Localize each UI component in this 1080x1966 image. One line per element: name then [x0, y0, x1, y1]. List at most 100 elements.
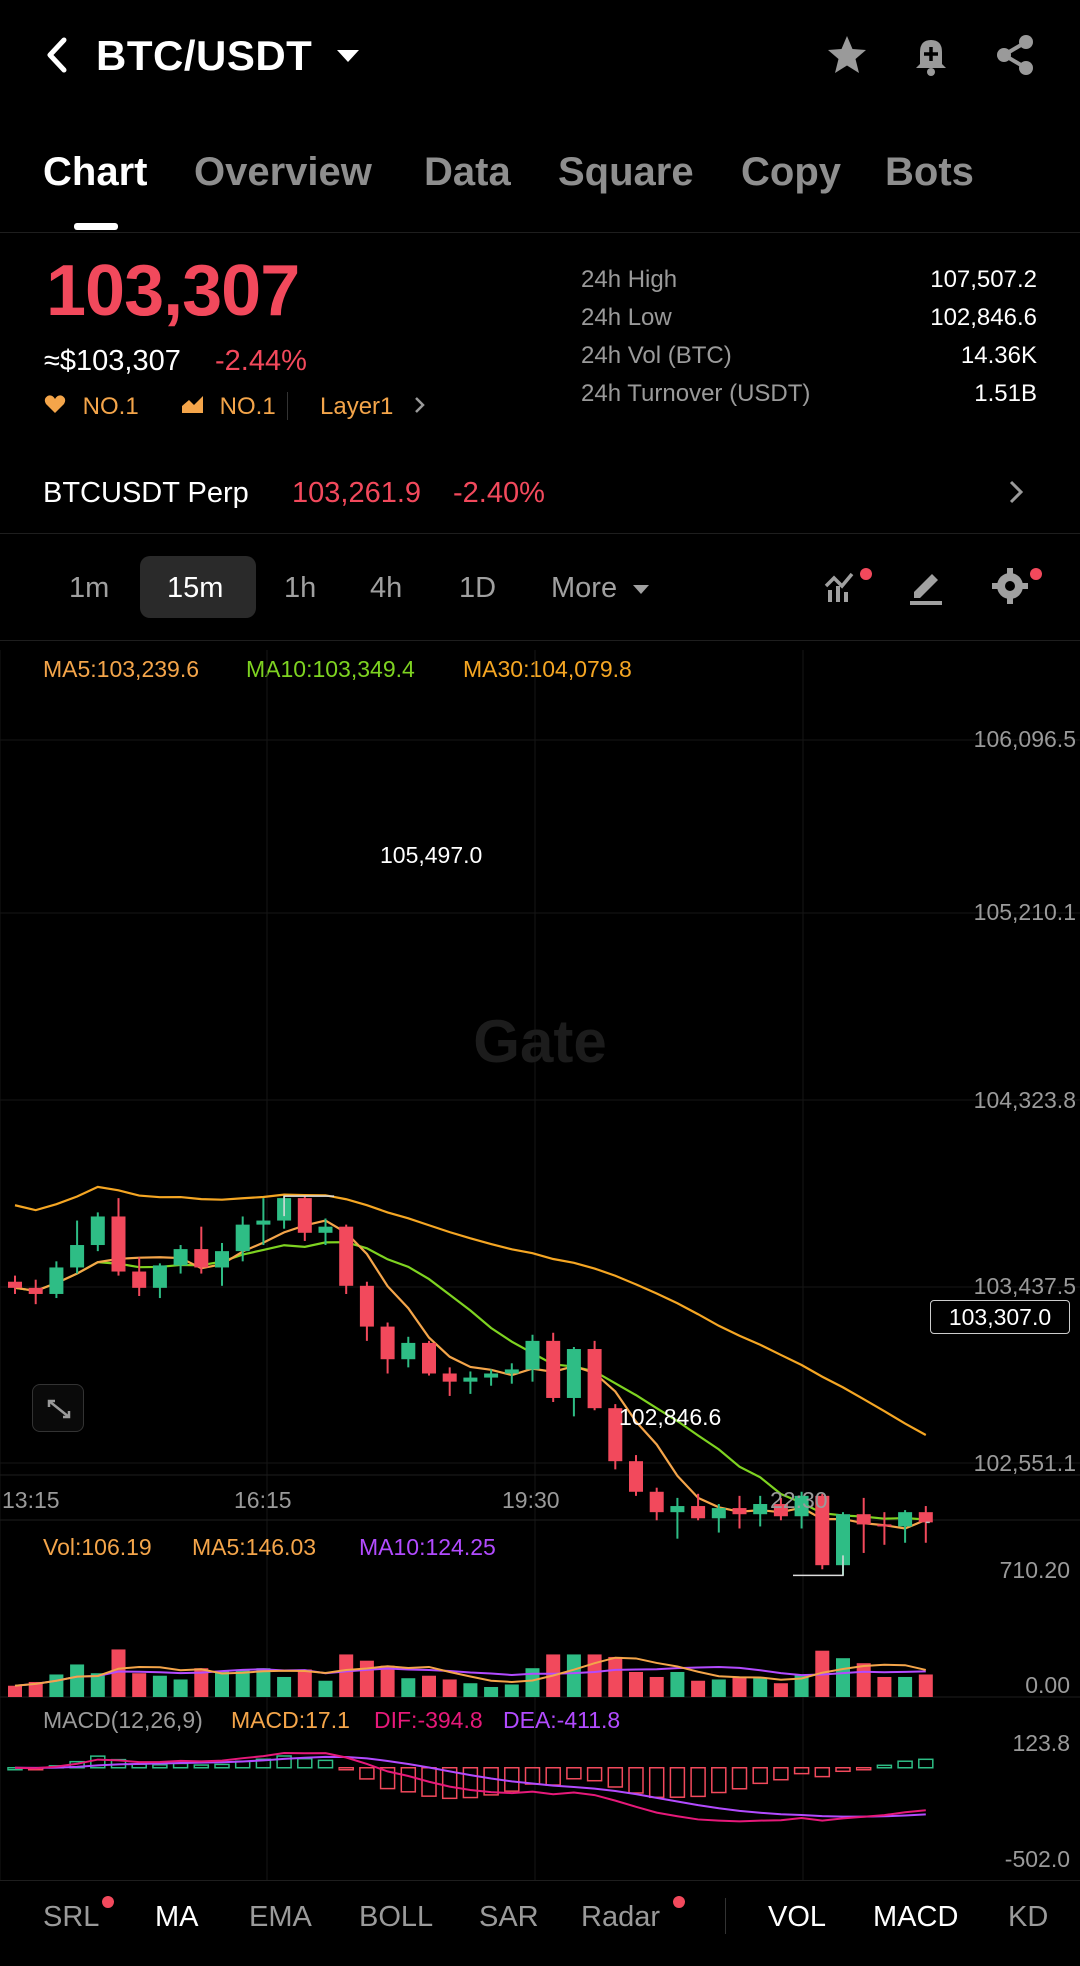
time-axis-label: 19:30	[502, 1487, 560, 1513]
interval-more[interactable]: More	[551, 572, 650, 605]
interval-1m[interactable]: 1m	[69, 572, 110, 604]
perp-price: 103,261.9	[292, 477, 422, 509]
volume-bar	[256, 1668, 271, 1697]
volume-bar	[28, 1681, 43, 1697]
tab-copy[interactable]: Copy	[741, 150, 841, 194]
share-icon[interactable]	[990, 30, 1040, 80]
volume-bar	[856, 1663, 871, 1697]
vol-ma5-legend: MA5:146.03	[192, 1534, 317, 1560]
candle-body	[70, 1245, 85, 1268]
volume-bar	[277, 1676, 292, 1697]
rank-badge-2[interactable]: NO.1	[181, 393, 276, 421]
notification-dot	[1030, 568, 1042, 580]
expand-chart-button[interactable]	[32, 1384, 84, 1432]
main-tabs: Chart Overview Data Square Copy Bots	[0, 150, 1080, 235]
volume-bar	[587, 1654, 602, 1697]
macd-histogram-bar	[648, 1767, 665, 1799]
low-annotation: 102,846.6	[619, 1404, 722, 1430]
rank-badge-1[interactable]: NO.1	[44, 393, 139, 421]
volume-bar	[442, 1679, 457, 1697]
bottom-srl[interactable]: SRL	[43, 1901, 100, 1933]
tab-chart[interactable]: Chart	[43, 150, 148, 194]
sector-tag[interactable]: Layer1	[320, 393, 426, 421]
bottom-ema[interactable]: EMA	[249, 1901, 312, 1933]
pair-title[interactable]: BTC/USDT	[96, 32, 313, 79]
bottom-kd[interactable]: KD	[1008, 1901, 1049, 1933]
interval-15m[interactable]: 15m	[167, 572, 224, 604]
pair-dropdown-caret-icon[interactable]	[337, 50, 359, 62]
back-arrow-icon[interactable]	[38, 30, 78, 80]
macd-histogram-bar	[338, 1767, 354, 1771]
candle-body	[380, 1326, 395, 1360]
tab-data[interactable]: Data	[424, 150, 511, 194]
time-axis-label: 16:15	[234, 1487, 292, 1513]
macd-histogram-bar	[752, 1767, 768, 1785]
ma30-legend: MA30:104,079.8	[463, 656, 632, 682]
notification-dot	[860, 568, 872, 580]
volume-bar	[339, 1654, 354, 1697]
candle-body	[401, 1342, 416, 1360]
macd-histogram-bar	[152, 1763, 168, 1769]
volume-bar	[732, 1676, 747, 1697]
volume-bar	[235, 1669, 250, 1697]
candle-body	[318, 1226, 333, 1233]
tab-square[interactable]: Square	[558, 150, 694, 194]
price-axis-label: 105,210.1	[973, 899, 1076, 925]
current-price-tag: 103,307.0	[930, 1300, 1070, 1334]
volume-bar	[753, 1678, 768, 1697]
candle-body	[691, 1506, 706, 1519]
candle-body	[898, 1512, 913, 1527]
macd-histogram-bar	[400, 1767, 417, 1793]
volume-bar	[608, 1656, 623, 1697]
price-axis-label: 102,551.1	[973, 1450, 1076, 1476]
candle-body	[546, 1340, 561, 1398]
tab-bots[interactable]: Bots	[885, 150, 974, 194]
macd-dea-line	[14, 1755, 926, 1818]
volume-bar	[525, 1668, 540, 1697]
bottom-macd[interactable]: MACD	[873, 1901, 959, 1933]
perp-row[interactable]: BTCUSDT Perp 103,261.9 -2.40%	[0, 455, 1080, 530]
bottom-vol[interactable]: VOL	[768, 1901, 827, 1933]
candle-body	[918, 1512, 933, 1523]
settings-gear-icon[interactable]	[990, 566, 1030, 611]
divider	[287, 392, 288, 420]
macd-histogram-bar	[793, 1767, 810, 1775]
tab-overview[interactable]: Overview	[194, 150, 372, 194]
bottom-sar[interactable]: SAR	[479, 1901, 539, 1933]
notification-dot	[102, 1896, 114, 1908]
interval-1d[interactable]: 1D	[459, 572, 497, 604]
star-icon[interactable]	[822, 30, 872, 80]
stat-label-vol: 24h Vol (BTC)	[581, 342, 732, 369]
interval-4h[interactable]: 4h	[370, 572, 403, 604]
macd-dea: DEA:-411.8	[503, 1707, 621, 1733]
draw-pencil-icon[interactable]	[906, 566, 946, 611]
stat-label-turnover: 24h Turnover (USDT)	[581, 380, 811, 407]
bottom-boll[interactable]: BOLL	[359, 1901, 434, 1933]
interval-1h[interactable]: 1h	[284, 572, 317, 604]
notification-dot	[673, 1896, 685, 1908]
candle-body	[297, 1198, 312, 1233]
bottom-ma[interactable]: MA	[155, 1901, 199, 1933]
indicators-icon[interactable]	[822, 566, 862, 611]
candle-body	[111, 1216, 126, 1272]
price-axis-label: 103,437.5	[973, 1273, 1076, 1299]
divider	[0, 640, 1080, 641]
bell-plus-icon[interactable]	[906, 30, 956, 80]
candle-body	[49, 1267, 64, 1294]
volume-bar	[484, 1686, 499, 1697]
candle-body	[28, 1287, 43, 1294]
candle-body	[794, 1495, 809, 1517]
macd-histogram-bar	[317, 1759, 334, 1769]
candle-body	[711, 1508, 726, 1519]
vol-ma5-line	[14, 1656, 927, 1687]
macd-name: MACD(12,26,9)	[43, 1707, 203, 1733]
volume-bar	[215, 1670, 229, 1697]
low-marker-line	[793, 1555, 844, 1577]
volume-bar	[70, 1664, 85, 1697]
volume-bar	[504, 1684, 519, 1697]
macd-histogram-bar	[773, 1767, 789, 1781]
bottom-radar[interactable]: Radar	[581, 1901, 660, 1933]
ma30-line	[14, 1185, 927, 1436]
candle-body	[339, 1226, 354, 1286]
